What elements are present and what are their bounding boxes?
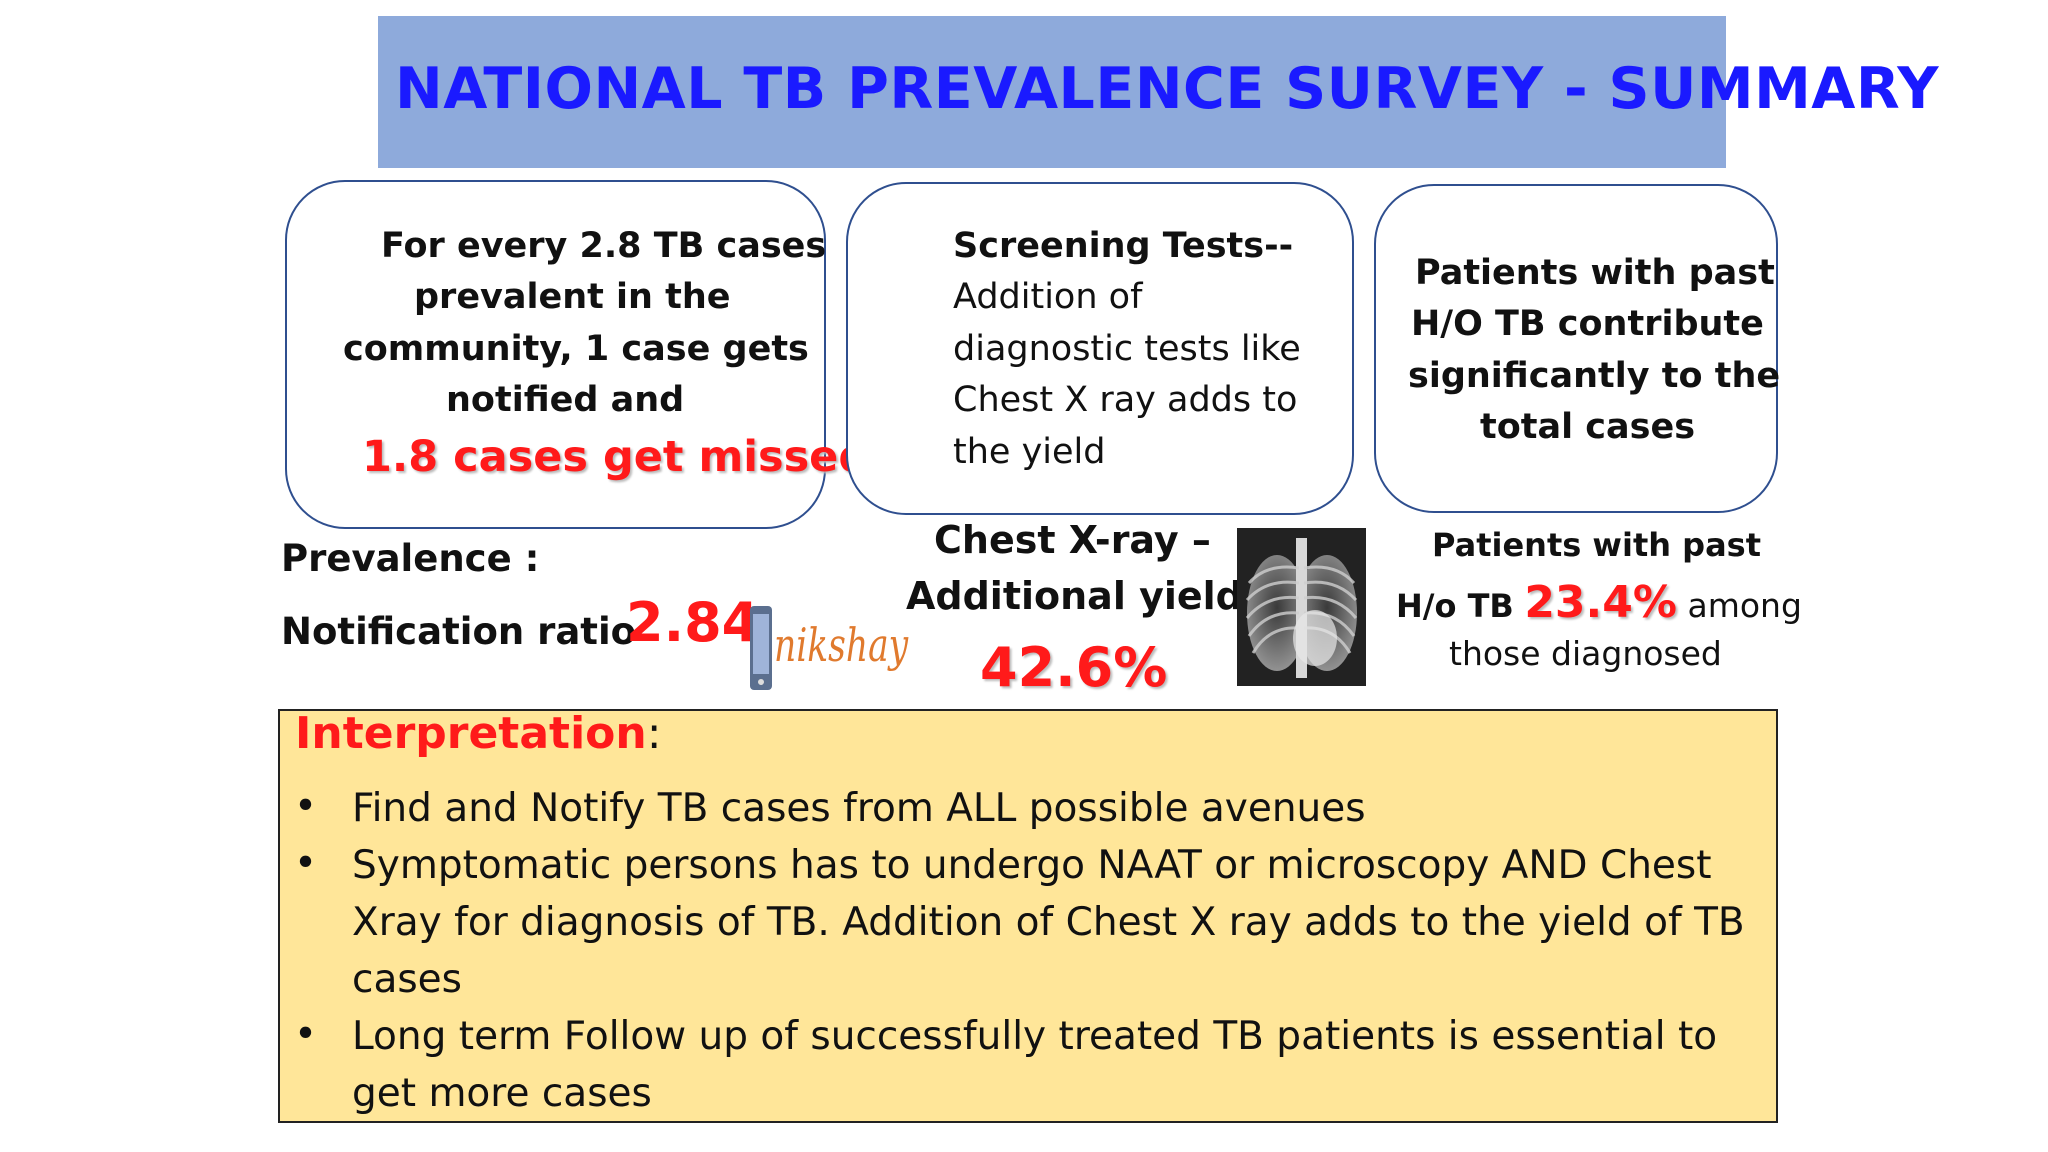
notification-ratio-label: Notification ratio [281,610,637,653]
prevalence-label: Prevalence : [281,537,540,580]
card1-line1: For every 2.8 TB cases [381,226,827,266]
chest-xray-image [1237,528,1366,686]
card2-heading: Screening Tests-- [953,226,1294,266]
interpretation-box [278,709,1778,1123]
past-tb-value: 23.4% [1524,577,1677,628]
interpretation-bullet-1: Find and Notify TB cases from ALL possib… [352,786,1366,831]
card2-line1: Addition of [953,277,1143,317]
past-tb-line1: Patients with past [1432,526,1762,564]
nikshay-logo-text: nikshay [774,618,909,672]
interpretation-colon: : [646,708,662,759]
past-tb-card [1374,184,1778,513]
card2-line2: diagnostic tests like [953,329,1301,369]
page-title: NATIONAL TB PREVALENCE SURVEY - SUMMARY [395,56,1939,122]
past-tb-prefix: H/o TB [1396,587,1514,625]
card3-line1: Patients with past [1415,253,1775,293]
bullet-marker: • [294,841,318,886]
chest-xray-icon [1237,528,1366,686]
nikshay-phone-icon [750,606,772,690]
card3-line2: H/O TB contribute [1411,304,1764,344]
xray-label-line2: Additional yield [906,574,1243,618]
past-tb-suffix: among [1687,586,1802,625]
card1-line2: prevalent in the [414,277,731,317]
interpretation-bullet-3: Long term Follow up of successfully trea… [352,1014,1718,1116]
xray-yield-value: 42.6% [980,636,1168,699]
card3-line4: total cases [1480,407,1696,447]
bullet-marker: • [294,1012,318,1057]
xray-label-line1: Chest X-ray – [934,518,1211,562]
card3-line3: significantly to the [1408,356,1781,396]
missed-cases-highlight: 1.8 cases get missed [362,432,870,482]
interpretation-title-text: Interpretation [295,708,647,759]
past-tb-line2: H/o TB 23.4% among [1396,577,1802,628]
interpretation-title: Interpretation: [295,708,662,759]
past-tb-line3: those diagnosed [1449,634,1722,673]
card2-line4: the yield [953,432,1106,472]
interpretation-bullet-2: Symptomatic persons has to undergo NAAT … [352,843,1745,1002]
title-banner [378,16,1726,168]
bullet-marker: • [294,784,318,829]
screening-tests-card [846,182,1354,515]
missed-cases-card [285,180,826,529]
card1-line4: notified and [446,380,685,420]
nikshay-logo: nikshay [744,598,908,708]
card1-line3: community, 1 case gets [343,329,809,369]
card2-line3: Chest X ray adds to [953,380,1298,420]
notification-ratio-value: 2.84 [626,591,760,654]
